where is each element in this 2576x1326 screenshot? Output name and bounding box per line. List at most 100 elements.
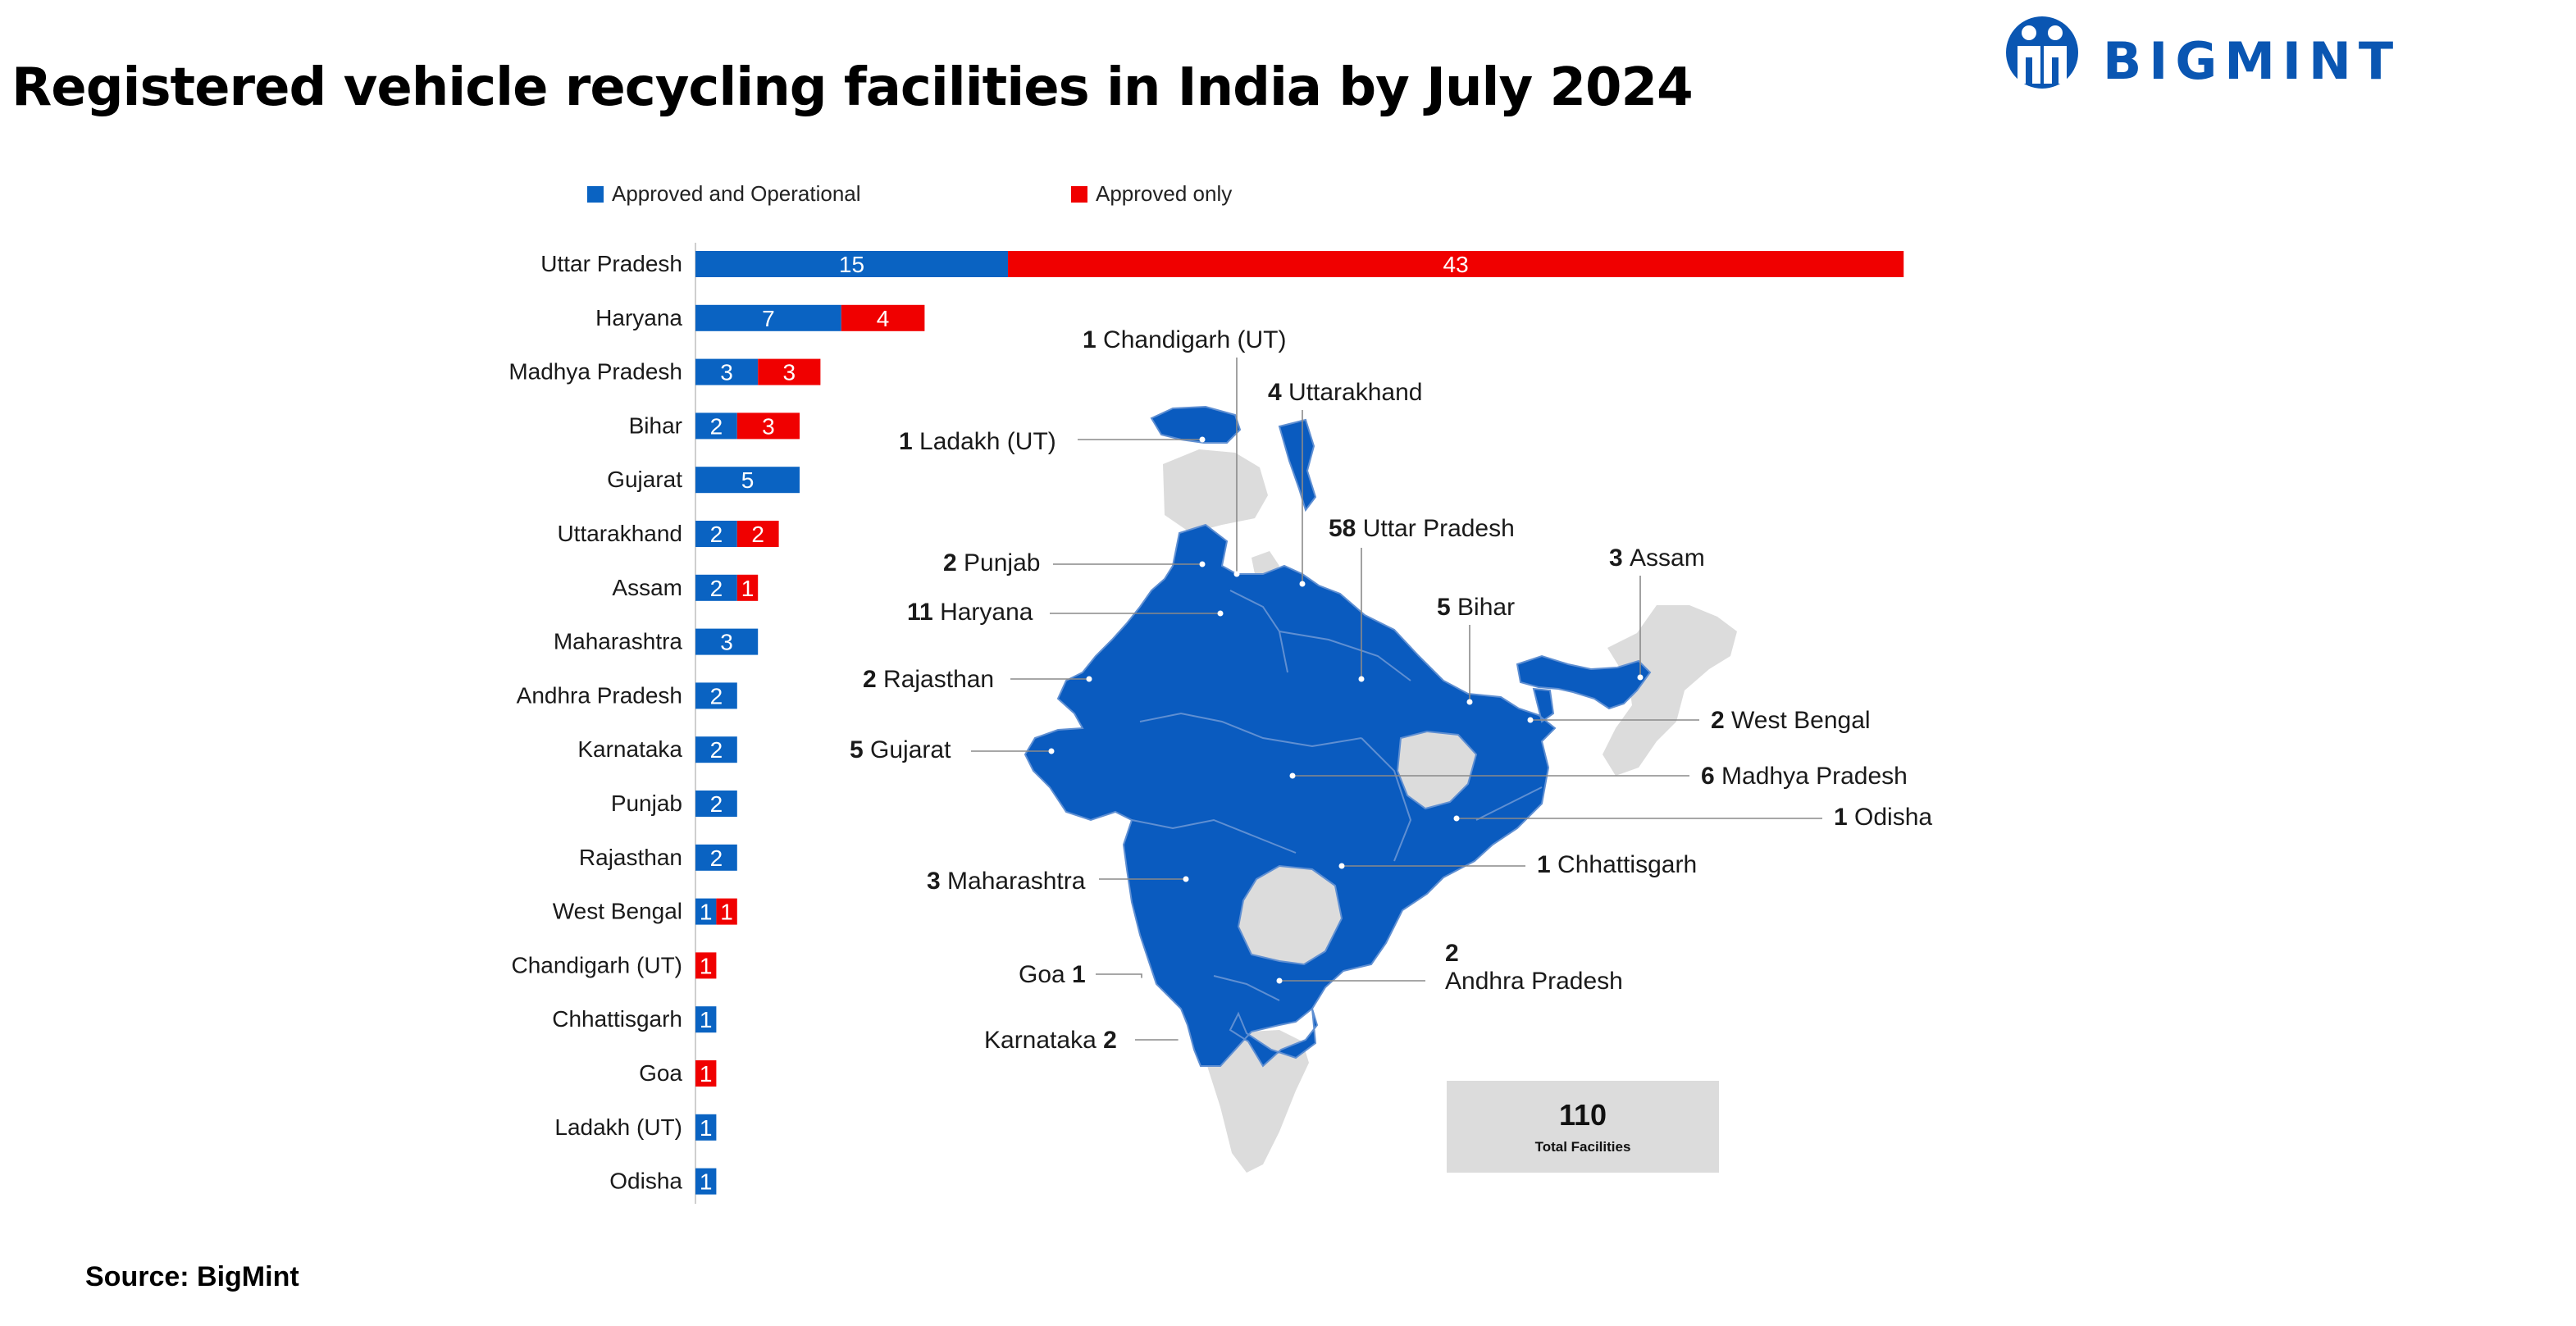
bar-value-approved-only-assam: 1 [741,576,755,601]
callout-count: 11 [907,599,940,626]
bar-approved-and-operational-ladakh-ut [695,1114,717,1141]
callout-state: Uttar Pradesh [1363,515,1515,542]
callout-state: Madhya Pradesh [1721,763,1908,790]
bar-value-approved-only-goa: 1 [700,1061,713,1087]
category-label-uttarakhand: Uttarakhand [557,521,682,546]
bar-value-approved-and-operational-karnataka: 2 [710,737,723,763]
bar-approved-only-uttarakhand [736,521,779,547]
callout-text: 3 Assam [1609,545,1705,572]
callout-point [1527,717,1534,723]
bar-value-approved-and-operational-maharashtra: 3 [720,630,733,655]
bar-approved-and-operational-bihar [695,412,737,440]
callout-point [1453,815,1460,822]
callout-leader-line [1096,973,1142,981]
bar-value-approved-only-madhya-pradesh: 3 [783,360,796,385]
bar-value-approved-and-operational-haryana: 7 [762,306,775,331]
callout-text: Karnataka 2 [984,1027,1117,1054]
callout-point [1199,561,1206,567]
bar-value-approved-and-operational-gujarat: 5 [741,467,755,493]
map-callout-west-bengal: 2 West Bengal [1527,707,1871,734]
source-note: Source: BigMint [85,1261,299,1292]
bar-approved-and-operational-odisha [695,1168,717,1195]
callout-text: 5 Gujarat [850,736,951,763]
callout-point [1048,748,1055,754]
callout-text: 2 Punjab [943,549,1040,576]
callout-text: 3 Maharashtra [927,868,1086,895]
category-label-odisha: Odisha [609,1169,682,1194]
map-callout-ladakh-ut: 1 Ladakh (UT) [899,428,1206,455]
bar-value-approved-only-chandigarh-ut: 1 [700,953,713,978]
callout-text: 1 Odisha [1834,804,1932,831]
bar-approved-only-haryana [841,304,925,331]
callout-point [1138,977,1145,984]
map-callout-haryana: 11 Haryana [907,599,1224,626]
callout-count: 2 [1445,940,1459,967]
category-label-rajasthan: Rajasthan [579,845,682,870]
callout-state: Goa [1019,961,1072,988]
category-label-ladakh-ut: Ladakh (UT) [554,1114,682,1140]
callout-point [1276,977,1283,984]
callout-count: 4 [1268,379,1288,406]
category-label-andhra-pradesh: Andhra Pradesh [517,682,682,708]
callout-count: 1 [899,428,919,455]
category-label-punjab: Punjab [611,791,682,816]
callout-state: Rajasthan [883,666,994,693]
callout-text: 1 Chandigarh (UT) [1083,326,1286,353]
bar-approved-only-uttar-pradesh [1008,251,1904,277]
callout-state: Uttarakhand [1288,379,1422,406]
callout-count: 1 [1537,851,1557,878]
callout-state: Karnataka [984,1027,1103,1054]
callout-text: 6 Madhya Pradesh [1701,763,1908,790]
bar-approved-and-operational-andhra-pradesh [695,682,737,709]
state-borders [1131,590,1543,1001]
legend-label: Approved only [1096,181,1233,206]
bar-approved-and-operational-assam [695,574,737,601]
callout-count: 3 [1609,545,1630,572]
bar-value-approved-and-operational-bihar: 2 [710,413,723,439]
callout-point [1183,876,1189,882]
category-label-chhattisgarh: Chhattisgarh [552,1006,682,1032]
total-facilities-label: Total Facilities [1535,1139,1631,1155]
bar-value-approved-and-operational-rajasthan: 2 [710,845,723,871]
map-callout-karnataka: Karnataka 2 [984,1027,1184,1054]
callout-count: 1 [1072,961,1086,988]
bar-value-approved-and-operational-madhya-pradesh: 3 [720,360,733,385]
bar-value-approved-and-operational-andhra-pradesh: 2 [710,683,723,709]
bar-approved-and-operational-haryana [695,304,841,331]
bar-value-approved-and-operational-west-bengal: 1 [700,900,713,925]
chart-title: Registered vehicle recycling facilities … [11,57,1694,118]
map-callout-goa: Goa 1 [1019,961,1145,988]
callout-point [1299,581,1306,587]
map-callout-rajasthan: 2 Rajasthan [863,666,1092,693]
bar-approved-and-operational-gujarat [695,467,800,494]
callout-point [1289,772,1296,779]
callout-point [1338,863,1345,869]
logo-icon [2006,16,2078,89]
category-label-chandigarh-ut: Chandigarh (UT) [511,952,682,977]
callout-point [1466,699,1473,705]
brand-wordmark: BIGMINT [2103,31,2401,91]
callout-count: 1 [1083,326,1103,353]
legend-swatch [587,185,604,203]
map-callouts: 1 Chandigarh (UT) 4 Uttarakhand 1 Ladakh (… [850,326,1932,1054]
callout-state: Chandigarh (UT) [1103,326,1286,353]
callout-point [1217,610,1224,617]
category-label-maharashtra: Maharashtra [554,629,683,654]
callout-count: 5 [850,736,870,763]
bar-approved-only-assam [736,574,759,601]
bar-value-approved-and-operational-uttarakhand: 2 [710,522,723,547]
callout-state: Chhattisgarh [1557,851,1697,878]
category-label-madhya-pradesh: Madhya Pradesh [508,359,682,385]
map-callout-gujarat: 5 Gujarat [850,736,1055,763]
bar-approved-only-chandigarh-ut [695,952,717,979]
bar-approved-and-operational-uttar-pradesh [695,251,1008,277]
total-facilities-value: 110 [1559,1098,1607,1132]
callout-count: 2 [943,549,964,576]
map-callout-odisha: 1 Odisha [1453,804,1932,831]
callout-state: Gujarat [870,736,951,763]
category-label-haryana: Haryana [595,305,682,330]
callout-point [1637,674,1644,681]
map-callout-uttarakhand: 4 Uttarakhand [1268,379,1422,587]
bar-value-approved-only-uttarakhand: 2 [751,522,764,547]
